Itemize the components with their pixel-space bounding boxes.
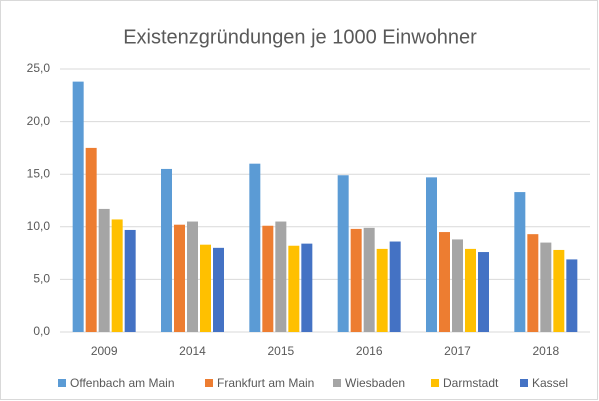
x-tick-label: 2017 — [444, 344, 471, 358]
legend-label: Kassel — [532, 376, 568, 390]
bar — [275, 221, 287, 332]
bar — [452, 239, 463, 332]
bar — [376, 248, 388, 332]
bar — [124, 229, 136, 332]
legend-label: Offenbach am Main — [70, 376, 175, 390]
bar — [200, 244, 211, 332]
legend-label: Frankfurt am Main — [217, 376, 314, 390]
bar — [85, 147, 97, 332]
bar — [337, 175, 349, 332]
legend-swatch — [520, 379, 528, 387]
bar — [540, 242, 552, 332]
bar — [566, 259, 578, 332]
bar — [389, 241, 401, 332]
bar — [174, 224, 185, 332]
x-tick-label: 2009 — [91, 344, 118, 358]
x-tick-label: 2015 — [267, 344, 294, 358]
bar — [527, 234, 539, 332]
bar — [478, 252, 489, 332]
legend-swatch — [205, 379, 213, 387]
bar — [288, 245, 300, 332]
bar — [439, 232, 450, 332]
bar — [161, 168, 172, 332]
y-tick-label: 10,0 — [27, 219, 51, 233]
bar — [363, 227, 375, 332]
legend-swatch — [58, 379, 66, 387]
bar — [187, 221, 198, 332]
legend-label: Wiesbaden — [345, 376, 405, 390]
bar — [514, 192, 526, 332]
bar — [72, 81, 84, 333]
bar — [465, 248, 476, 332]
bar — [213, 247, 224, 332]
legend-swatch — [333, 379, 341, 387]
legend-swatch — [431, 379, 439, 387]
y-tick-label: 25,0 — [27, 61, 51, 75]
bar — [249, 163, 261, 332]
bar — [111, 219, 123, 332]
x-tick-label: 2016 — [356, 344, 383, 358]
y-tick-label: 15,0 — [27, 166, 51, 180]
bar — [350, 228, 362, 332]
bar — [98, 208, 110, 332]
y-tick-label: 20,0 — [27, 114, 51, 128]
bar — [262, 225, 274, 332]
y-tick-label: 0,0 — [33, 324, 50, 338]
bar — [553, 249, 565, 332]
legend-label: Darmstadt — [443, 376, 499, 390]
bar — [301, 243, 313, 332]
x-tick-label: 2014 — [179, 344, 206, 358]
chart-title: Existenzgründungen je 1000 Einwohner — [123, 26, 477, 48]
x-tick-label: 2018 — [532, 344, 559, 358]
bar — [426, 177, 437, 332]
y-tick-label: 5,0 — [33, 272, 50, 286]
